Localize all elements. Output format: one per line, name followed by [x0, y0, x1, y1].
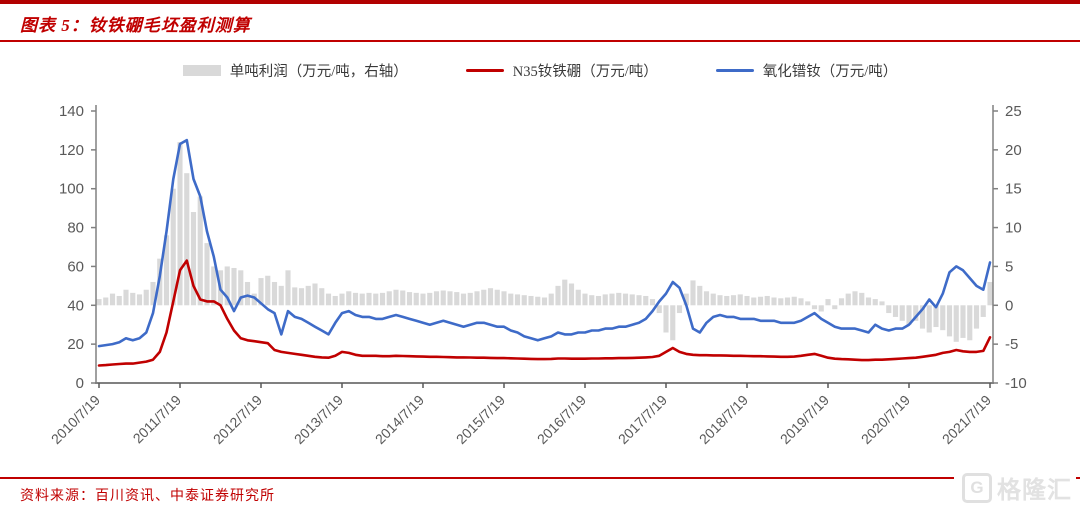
left-axis-tick-label: 20	[67, 336, 84, 353]
left-axis-tick-label: 140	[59, 103, 84, 120]
oxide-line-swatch-icon	[715, 68, 754, 73]
legend-item-n35: N35钕铁硼（万元/吨）	[465, 60, 658, 81]
x-axis-tick-label: 2011/7/19	[129, 392, 184, 447]
left-axis-tick-label: 100	[59, 181, 84, 198]
oxide-line-series	[97, 138, 992, 348]
n35-line-series	[97, 259, 992, 367]
right-axis-tick-label: 5	[1005, 258, 1013, 275]
legend-label: N35钕铁硼（万元/吨）	[512, 64, 658, 80]
right-axis-tick-label: 15	[1005, 181, 1022, 198]
right-axis-tick-label: 20	[1005, 142, 1022, 159]
x-axis-tick-label: 2013/7/19	[291, 392, 347, 448]
legend-label: 单吨利润（万元/吨，右轴）	[229, 64, 408, 80]
x-axis-tick-label: 2014/7/19	[372, 392, 428, 448]
right-axis-tick-label: 25	[1005, 103, 1022, 120]
x-axis-tick-label: 2017/7/19	[615, 392, 671, 448]
legend-item-oxide: 氧化镨钕（万元/吨）	[715, 60, 898, 81]
left-axis-tick-label: 80	[67, 220, 84, 237]
x-axis-tick-label: 2021/7/19	[939, 392, 995, 448]
x-axis-tick-label: 2010/7/19	[48, 392, 104, 448]
left-axis-tick-label: 0	[76, 375, 84, 392]
footer-red-rule	[0, 477, 1080, 479]
left-axis-tick-label: 120	[59, 142, 84, 159]
n35-line-swatch-icon	[465, 68, 504, 73]
legend-item-profit: 单吨利润（万元/吨，右轴）	[182, 60, 408, 81]
x-axis-tick-label: 2012/7/19	[210, 392, 266, 448]
combo-chart: 0 20 40 60 80 100 120 140 -10 -5 0 5 10 15 20 25 2010/7/…	[48, 103, 1027, 448]
profit-bars-series	[96, 142, 993, 342]
top-red-rule	[0, 0, 1080, 4]
x-axis-tick-label: 2020/7/19	[858, 392, 914, 448]
profit-bar-swatch-icon	[182, 65, 221, 76]
chart-legend: 单吨利润（万元/吨，右轴） N35钕铁硼（万元/吨） 氧化镨钕（万元/吨）	[0, 60, 1080, 81]
x-axis-tick-label: 2016/7/19	[534, 392, 590, 448]
right-axis-tick-label: 0	[1005, 297, 1013, 314]
x-axis-tick-label: 2015/7/19	[453, 392, 509, 448]
right-axis-tick-label: -10	[1005, 375, 1027, 392]
left-axis-tick-label: 40	[67, 297, 84, 314]
legend-label: 氧化镨钕（万元/吨）	[762, 64, 898, 80]
gelonghui-logo-icon: G	[962, 472, 992, 503]
right-axis-tick-label: -5	[1005, 336, 1018, 353]
title-underline	[0, 40, 1080, 42]
left-axis-tick-label: 60	[67, 258, 84, 275]
watermark-label: 格隆汇	[997, 478, 1072, 504]
gelonghui-watermark: G 格隆汇	[954, 468, 1076, 507]
x-axis-tick-label: 2019/7/19	[777, 392, 833, 448]
page-title: 图表 5：钕铁硼毛坯盈利测算	[20, 16, 251, 35]
x-axis-tick-label: 2018/7/19	[696, 392, 752, 448]
right-axis-tick-label: 10	[1005, 220, 1022, 237]
source-note: 资料来源：百川资讯、中泰证券研究所	[20, 489, 275, 504]
